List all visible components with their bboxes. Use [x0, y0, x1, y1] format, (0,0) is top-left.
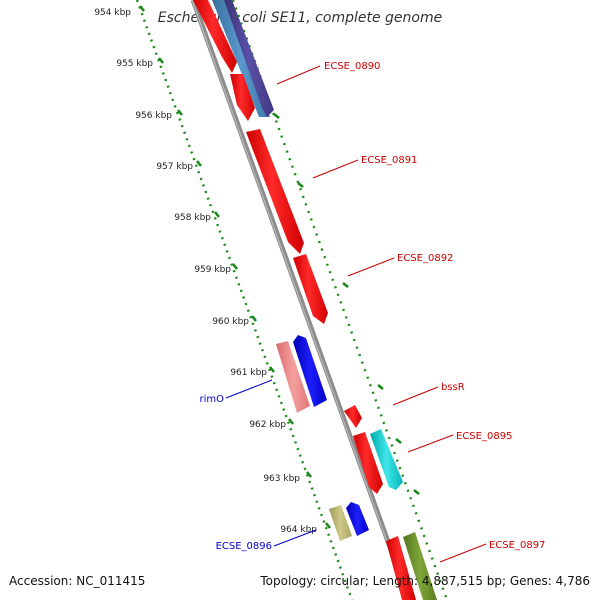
feature-gene-ECSE_0891[interactable]: [246, 129, 304, 254]
gene-labels: ECSE_0890 ECSE_0891 ECSE_0892 bssR ECSE_…: [199, 61, 545, 552]
feature-gene-ECSE_0890-b[interactable]: [230, 74, 255, 121]
genome-backbone-highlight: [191, 0, 409, 600]
accession-text: Accession: NC_011415: [9, 574, 146, 588]
feature-cds-ECSE_0895[interactable]: [370, 429, 403, 490]
gene-label[interactable]: ECSE_0892: [397, 253, 453, 264]
gene-label[interactable]: bssR: [441, 382, 465, 393]
feature-gene-ECSE_0896[interactable]: [329, 505, 352, 541]
features: [193, 0, 437, 600]
inner-major-ticks: [138, 5, 332, 529]
feature-gene-ECSE_0897[interactable]: [386, 536, 416, 600]
feature-cds-rimO[interactable]: [293, 335, 327, 407]
feature-cds-ECSE_0896[interactable]: [346, 502, 369, 536]
tick-label: 960 kbp: [212, 317, 249, 327]
label-leaders: [225, 65, 487, 563]
inner-scale-line: [135, 0, 354, 600]
tick-label: 958 kbp: [174, 213, 211, 223]
outer-major-ticks: [273, 112, 420, 496]
tick-label: 963 kbp: [263, 474, 300, 484]
gene-label[interactable]: ECSE_0890: [324, 61, 380, 72]
feature-cds-ECSE_0897[interactable]: [403, 532, 437, 600]
tick-label: 956 kbp: [135, 111, 172, 121]
tick-label: 954 kbp: [94, 8, 131, 18]
genome-stats-text: Topology: circular; Length: 4,887,515 bp…: [260, 574, 590, 588]
tick-label: 962 kbp: [249, 420, 286, 430]
feature-gene-ECSE_0890[interactable]: [193, 0, 237, 73]
feature-cds-purple[interactable]: [224, 0, 274, 117]
feature-gene-ECSE_0892[interactable]: [293, 254, 328, 324]
feature-gene-ECSE_0895[interactable]: [353, 432, 383, 494]
gene-label[interactable]: rimO: [199, 394, 224, 405]
feature-gene-bssR[interactable]: [344, 405, 362, 428]
tick-label: 957 kbp: [156, 162, 193, 172]
tick-label: 964 kbp: [280, 525, 317, 535]
tick-label: 955 kbp: [116, 59, 153, 69]
gene-label[interactable]: ECSE_0896: [216, 541, 272, 552]
tick-labels: 954 kbp 955 kbp 956 kbp 957 kbp 958 kbp …: [94, 8, 317, 535]
gene-label[interactable]: ECSE_0895: [456, 431, 512, 442]
tick-label: 959 kbp: [194, 265, 231, 275]
genome-backbone: [190, 0, 412, 600]
gene-label[interactable]: ECSE_0897: [489, 540, 545, 551]
feature-gene-rimO[interactable]: [276, 341, 310, 413]
gene-label[interactable]: ECSE_0891: [361, 155, 417, 166]
tick-label: 961 kbp: [230, 368, 267, 378]
